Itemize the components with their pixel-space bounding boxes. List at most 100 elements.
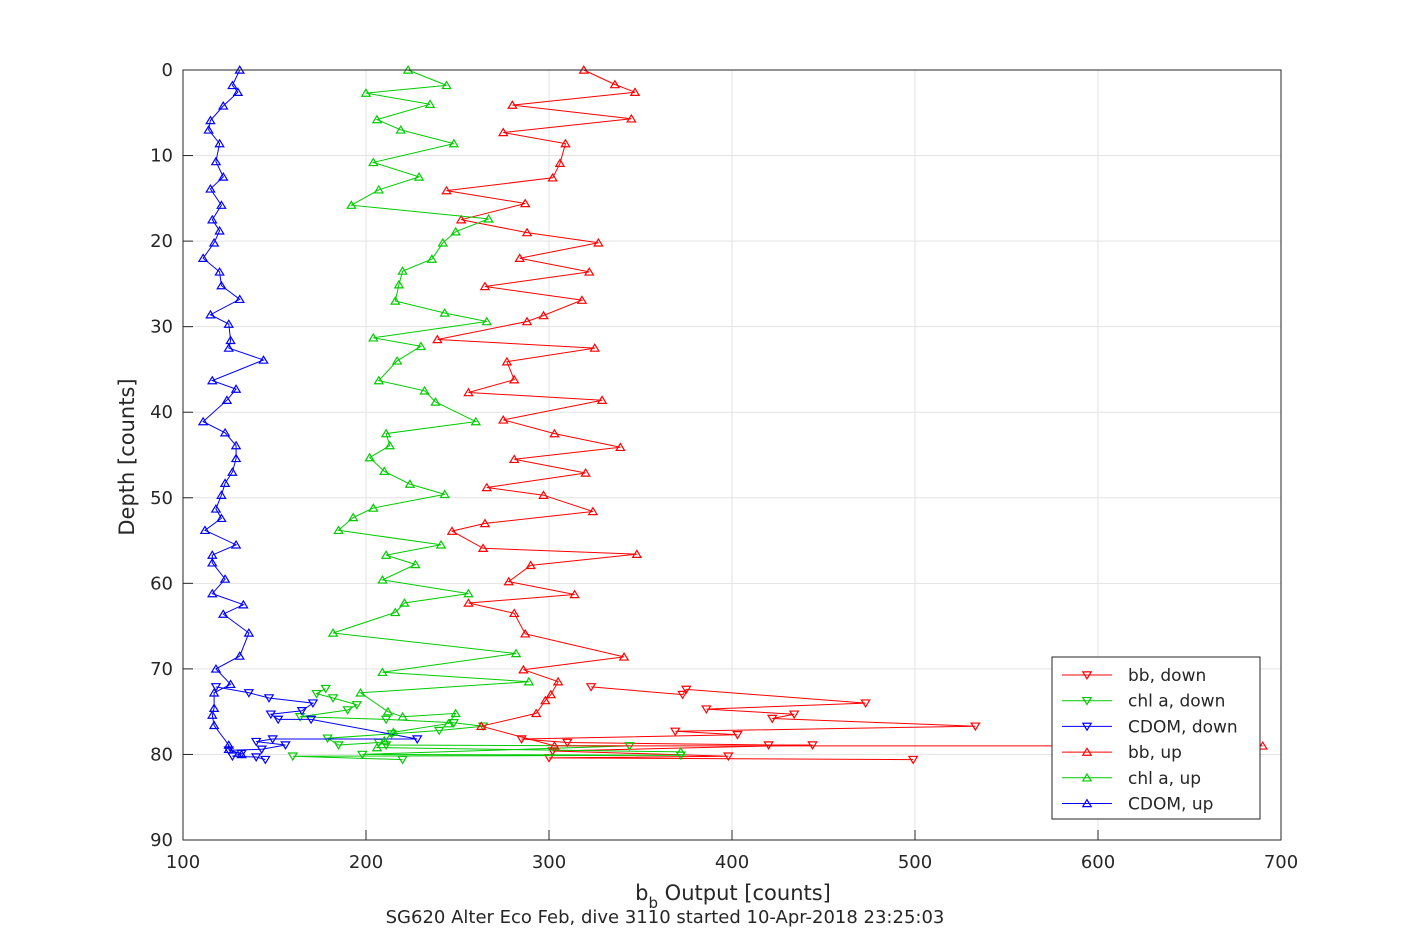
data-point-marker <box>388 727 399 736</box>
data-point-marker <box>615 442 626 452</box>
data-point-marker <box>216 513 227 523</box>
data-point-marker <box>390 296 401 305</box>
data-point-marker <box>287 752 299 762</box>
series-0 <box>516 683 981 765</box>
data-point-marker <box>583 266 595 276</box>
data-point-marker <box>371 114 383 124</box>
data-point-marker <box>907 755 919 765</box>
data-point-marker <box>501 356 513 366</box>
data-point-marker <box>230 539 242 549</box>
data-point-marker <box>549 428 560 438</box>
legend-marker-swatch <box>1081 798 1093 808</box>
y-tick-label: 80 <box>150 744 173 765</box>
data-point-marker <box>470 416 482 426</box>
legend: bb, down chl a, down CDOM, down bb, up chl a… <box>1051 656 1261 820</box>
data-point-marker <box>368 332 379 342</box>
data-point-marker <box>477 543 489 553</box>
data-point-marker <box>216 490 227 499</box>
x-axis-label-main: b <box>635 881 648 905</box>
data-point-marker <box>232 87 244 96</box>
data-point-marker <box>223 744 235 754</box>
data-point-marker <box>377 574 388 584</box>
data-point-marker <box>399 598 410 607</box>
data-point-marker <box>210 503 222 513</box>
data-point-marker <box>311 689 322 699</box>
data-point-marker <box>373 184 385 194</box>
data-point-marker <box>267 735 278 744</box>
legend-marker-swatch <box>1081 696 1093 706</box>
data-point-marker <box>379 735 390 745</box>
data-point-marker <box>569 589 580 599</box>
legend-marker-swatch <box>1081 671 1093 680</box>
series-3 <box>432 65 1268 750</box>
data-point-marker <box>497 127 509 137</box>
y-tick-label: 70 <box>150 659 173 680</box>
data-point-marker <box>701 705 712 715</box>
data-point-marker <box>234 294 245 304</box>
data-point-marker <box>763 741 774 750</box>
data-point-marker <box>258 355 269 364</box>
data-point-marker <box>225 335 236 345</box>
data-point-marker <box>441 80 452 90</box>
data-point-marker <box>230 453 242 463</box>
data-point-marker <box>243 628 255 637</box>
data-point-marker <box>419 385 430 395</box>
data-point-marker <box>547 172 558 182</box>
data-point-marker <box>523 676 535 686</box>
data-point-marker <box>481 316 493 326</box>
data-point-marker <box>432 334 443 344</box>
data-point-marker <box>368 503 379 512</box>
data-point-marker <box>538 490 549 499</box>
data-point-marker <box>357 750 368 760</box>
data-point-marker <box>477 722 489 732</box>
data-point-marker <box>327 628 339 637</box>
data-point-marker <box>552 676 564 686</box>
series-line <box>437 69 1263 747</box>
data-point-marker <box>860 699 871 709</box>
x-axis-label: bb Output [counts] <box>635 881 831 912</box>
data-point-marker <box>207 375 218 385</box>
data-point-marker <box>585 683 597 692</box>
data-point-marker <box>766 714 778 724</box>
data-point-marker <box>272 715 284 725</box>
data-point-marker <box>342 706 353 715</box>
data-point-marker <box>549 740 560 750</box>
data-point-marker <box>677 690 688 700</box>
data-point-marker <box>481 482 493 492</box>
data-point-marker <box>723 752 734 762</box>
data-point-marker <box>439 308 450 317</box>
data-point-marker <box>1257 740 1268 750</box>
data-point-marker <box>629 87 641 96</box>
series-line <box>521 686 976 761</box>
data-point-marker <box>589 343 601 352</box>
data-point-marker <box>208 687 220 697</box>
data-point-marker <box>439 489 450 499</box>
legend-entry-label: bb, up <box>1128 743 1182 763</box>
data-point-marker <box>410 559 421 569</box>
x-tick-label: 600 <box>1081 852 1115 873</box>
data-point-marker <box>230 384 242 393</box>
data-point-marker <box>443 718 454 728</box>
y-tick-label: 10 <box>150 146 173 167</box>
data-point-marker <box>788 710 800 720</box>
data-point-marker <box>347 512 359 522</box>
x-tick-label: 100 <box>166 852 200 873</box>
data-point-marker <box>380 428 392 438</box>
x-axis-label-rest: Output [counts] <box>658 881 831 905</box>
data-point-marker <box>732 731 743 740</box>
data-point-marker <box>207 557 218 567</box>
data-point-marker <box>670 727 681 737</box>
data-point-marker <box>437 237 449 247</box>
x-tick-label: 300 <box>532 852 566 873</box>
data-point-marker <box>593 237 604 247</box>
data-point-marker <box>415 341 427 351</box>
data-point-marker <box>618 651 630 661</box>
legend-entry-label: CDOM, down <box>1128 717 1238 737</box>
data-point-marker <box>519 198 531 208</box>
data-point-marker <box>479 281 491 291</box>
data-point-marker <box>351 701 363 710</box>
data-point-marker <box>455 214 467 224</box>
data-point-marker <box>483 213 494 223</box>
data-point-marker <box>219 478 231 487</box>
